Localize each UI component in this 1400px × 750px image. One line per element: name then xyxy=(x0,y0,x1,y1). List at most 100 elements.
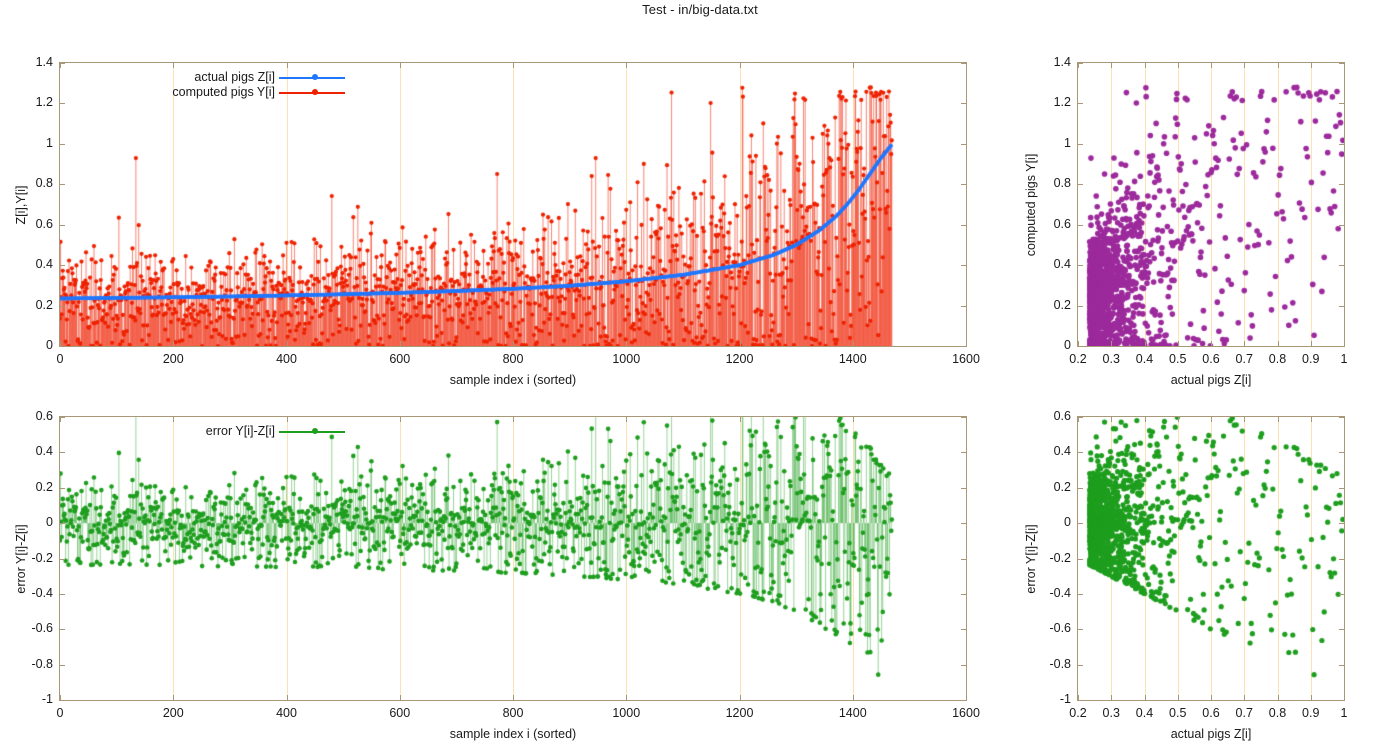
y-tick-mark xyxy=(1078,665,1083,666)
y-tick-mark xyxy=(961,63,966,64)
legend-top-left: actual pigs Z[i] computed pigs Y[i] xyxy=(63,70,353,100)
y-tick-label: -0.8 xyxy=(31,656,53,671)
y-tick-mark xyxy=(60,144,65,145)
y-tick-mark xyxy=(961,629,966,630)
x-tick-mark xyxy=(853,695,854,700)
legend-item: actual pigs Z[i] xyxy=(63,70,353,85)
legend-point-swatch xyxy=(312,89,318,95)
x-tick-label: 1400 xyxy=(838,352,867,366)
y-tick-label: -0.4 xyxy=(1049,585,1071,600)
y-tick-label: -1 xyxy=(41,692,53,706)
chart-panel-bottom-right: -1 -0.8 -0.6 -0.4 -0.2 0 0.2 0.4 0.6 0.2 0.3 0.4 0.5… xyxy=(1010,400,1400,745)
y-tick-label: 1.4 xyxy=(35,55,53,69)
x-tick-mark xyxy=(1178,695,1179,700)
y-tick-mark xyxy=(60,265,65,266)
y-tick-mark xyxy=(1078,144,1083,145)
y-tick-label: -0.6 xyxy=(1049,621,1071,636)
plot-area-top-left xyxy=(59,62,967,347)
y-tick-mark xyxy=(1339,225,1344,226)
y-tick-label: 1.4 xyxy=(1053,55,1071,69)
x-axis-title: actual pigs Z[i] xyxy=(1170,727,1252,741)
y-tick-label: 0.8 xyxy=(35,176,53,191)
chart-panel-top-left: 0 0.2 0.4 0.6 0.8 1 1.2 1.4 0 200 400 600 800 1000 120… xyxy=(0,46,985,391)
page-title: Test - in/big-data.txt xyxy=(642,2,758,17)
y-tick-label: 0.6 xyxy=(35,409,53,423)
y-tick-mark xyxy=(961,103,966,104)
x-tick-label: 0.8 xyxy=(1268,706,1287,720)
x-tick-mark xyxy=(1078,63,1079,68)
y-tick-mark xyxy=(1078,452,1083,453)
x-tick-label: 0.8 xyxy=(1268,352,1287,366)
x-tick-mark xyxy=(1145,341,1146,346)
x-tick-mark xyxy=(173,341,174,346)
y-tick-mark xyxy=(961,559,966,560)
plot-area-top-right xyxy=(1077,62,1345,347)
x-tick-label: 1000 xyxy=(612,706,641,720)
x-tick-mark xyxy=(740,341,741,346)
y-tick-label: 0.2 xyxy=(35,479,53,494)
x-tick-mark xyxy=(1145,695,1146,700)
x-tick-mark xyxy=(1111,63,1112,68)
y-tick-mark xyxy=(1339,559,1344,560)
x-tick-label: 0.7 xyxy=(1235,352,1253,366)
y-tick-mark xyxy=(961,144,966,145)
y-tick-mark xyxy=(1339,346,1344,347)
x-tick-label: 200 xyxy=(162,706,184,720)
y-tick-mark xyxy=(60,346,65,347)
y-tick-mark xyxy=(1339,144,1344,145)
y-tick-mark xyxy=(961,523,966,524)
y-tick-mark xyxy=(1078,417,1083,418)
y-tick-label: 0 xyxy=(46,338,53,352)
legend-item: error Y[i]-Z[i] xyxy=(63,424,353,439)
x-tick-mark xyxy=(287,417,288,422)
x-tick-mark xyxy=(1344,417,1345,422)
legend-label: actual pigs Z[i] xyxy=(194,70,275,84)
x-tick-mark xyxy=(513,695,514,700)
y-tick-mark xyxy=(961,417,966,418)
y-tick-mark xyxy=(60,523,65,524)
x-tick-mark xyxy=(1244,341,1245,346)
y-tick-mark xyxy=(1339,103,1344,104)
y-tick-mark xyxy=(1339,665,1344,666)
y-tick-mark xyxy=(60,225,65,226)
y-tick-label: 0.4 xyxy=(1053,444,1071,459)
y-tick-mark xyxy=(961,346,966,347)
x-tick-mark xyxy=(513,417,514,422)
x-tick-mark xyxy=(1244,63,1245,68)
x-tick-mark xyxy=(740,63,741,68)
y-tick-label: 0.6 xyxy=(1053,409,1071,423)
x-tick-mark xyxy=(1078,341,1079,346)
y-tick-mark xyxy=(1078,559,1083,560)
chart-panel-bottom-left: -1 -0.8 -0.6 -0.4 -0.2 0 0.2 0.4 0.6 0 200 400 600 80… xyxy=(0,400,985,745)
x-tick-mark xyxy=(1178,417,1179,422)
y-tick-mark xyxy=(1339,629,1344,630)
y-tick-label: 0 xyxy=(46,515,53,530)
x-tick-label: 400 xyxy=(276,706,297,720)
x-tick-label: 1400 xyxy=(838,706,867,720)
x-tick-mark xyxy=(1344,341,1345,346)
x-tick-label: 0 xyxy=(56,352,64,366)
x-tick-mark xyxy=(1278,417,1279,422)
y-tick-mark xyxy=(961,594,966,595)
y-tick-mark xyxy=(60,700,65,701)
y-tick-mark xyxy=(1078,346,1083,347)
x-tick-label: 0.3 xyxy=(1102,706,1120,720)
x-tick-mark xyxy=(1211,341,1212,346)
x-tick-mark xyxy=(1244,695,1245,700)
y-tick-label: 0.2 xyxy=(1053,479,1071,494)
y-tick-mark xyxy=(60,103,65,104)
y-tick-mark xyxy=(1339,417,1344,418)
x-tick-label: 1 xyxy=(1340,706,1348,720)
y-tick-label: -1 xyxy=(1059,692,1071,706)
y-tick-mark xyxy=(961,184,966,185)
x-tick-mark xyxy=(626,417,627,422)
y-tick-mark xyxy=(1339,306,1344,307)
x-tick-label: 0.9 xyxy=(1302,352,1320,366)
x-axis-title: sample index i (sorted) xyxy=(449,727,577,741)
y-tick-mark xyxy=(961,265,966,266)
y-tick-mark xyxy=(60,488,65,489)
y-tick-mark xyxy=(60,594,65,595)
legend-label: error Y[i]-Z[i] xyxy=(205,424,275,438)
x-tick-label: 0.6 xyxy=(1202,706,1220,720)
y-tick-mark xyxy=(1078,700,1083,701)
